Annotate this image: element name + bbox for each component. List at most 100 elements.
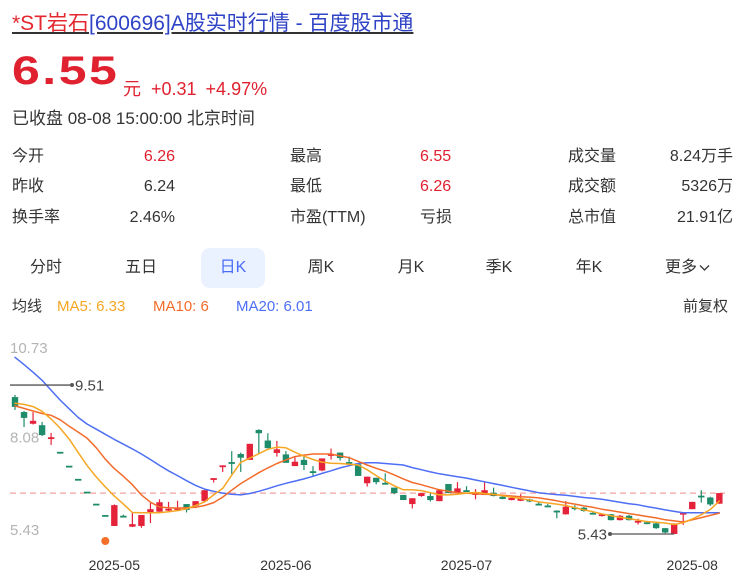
candle-body bbox=[707, 497, 714, 505]
stat-value-prev-close: 6.24 bbox=[143, 178, 175, 195]
tab-intraday[interactable]: 分时 bbox=[29, 259, 62, 276]
stock-name[interactable]: *ST岩石 bbox=[12, 12, 90, 35]
candle-body bbox=[318, 458, 326, 471]
ma20-line bbox=[14, 356, 721, 514]
x-axis-date-label: 2025-08 bbox=[667, 557, 719, 573]
candle bbox=[165, 501, 172, 512]
ma10-value: MA10: 6 bbox=[153, 298, 209, 315]
stat-value-market-cap: 21.91亿 bbox=[676, 209, 733, 226]
candle-body bbox=[102, 515, 109, 517]
candle-body bbox=[689, 501, 696, 510]
y-axis-label: 5.43 bbox=[10, 522, 39, 539]
adjust-mode-button[interactable]: 前复权 bbox=[683, 298, 729, 315]
stat-label-turnover-rate: 换手率 bbox=[12, 209, 61, 226]
candle-body bbox=[38, 425, 46, 436]
candle-body bbox=[84, 491, 91, 494]
candle-body bbox=[111, 505, 118, 526]
page-title-link[interactable]: *ST岩石[600696]A股实时行情 - 百度股市通 bbox=[12, 11, 413, 37]
candle bbox=[20, 410, 28, 428]
candle-body bbox=[454, 488, 461, 493]
candle bbox=[219, 465, 226, 472]
stat-label-amount: 成交额 bbox=[568, 178, 617, 195]
tab-quarterly-k[interactable]: 季K bbox=[485, 259, 513, 276]
candle-body bbox=[698, 495, 705, 498]
candle bbox=[291, 457, 299, 467]
page-title-rest[interactable]: [600696]A股实时行情 - 百度股市通 bbox=[89, 12, 414, 35]
candle-body bbox=[246, 443, 253, 460]
candle bbox=[391, 487, 398, 495]
candle-body bbox=[47, 437, 55, 440]
candle bbox=[129, 512, 136, 528]
min-price-marker-dot bbox=[608, 532, 612, 536]
candle-body bbox=[598, 514, 606, 517]
stat-label-volume: 成交量 bbox=[568, 148, 617, 165]
tab-more-label: 更多 bbox=[665, 259, 698, 276]
candle bbox=[409, 498, 416, 509]
stat-value-amount: 5326万 bbox=[681, 178, 733, 195]
candle-body bbox=[373, 477, 380, 483]
candle-body bbox=[680, 512, 687, 515]
candle-body bbox=[264, 440, 272, 449]
tab-five-day[interactable]: 五日 bbox=[124, 259, 157, 276]
candle-body bbox=[282, 454, 290, 463]
candle-body bbox=[652, 523, 660, 529]
candle bbox=[56, 451, 64, 454]
candle bbox=[120, 514, 127, 518]
tab-monthly-k[interactable]: 月K bbox=[397, 259, 425, 276]
candle-body bbox=[327, 454, 335, 456]
stat-value-open: 6.26 bbox=[143, 148, 175, 165]
candle-body bbox=[120, 515, 127, 518]
candle-body bbox=[219, 465, 226, 468]
candle bbox=[661, 528, 669, 534]
stat-label-high: 最高 bbox=[290, 148, 323, 165]
candle bbox=[562, 501, 570, 515]
price-unit: 元 bbox=[123, 79, 141, 99]
tab-yearly-k[interactable]: 年K bbox=[575, 259, 603, 276]
candle bbox=[47, 432, 55, 445]
candle-body bbox=[20, 412, 28, 418]
market-status: 已收盘 08-08 15:00:00 北京时间 bbox=[12, 109, 255, 128]
candle bbox=[138, 515, 145, 528]
candle bbox=[111, 504, 118, 526]
tab-more[interactable]: 更多 bbox=[665, 248, 710, 288]
candle-body bbox=[499, 496, 506, 499]
candle bbox=[535, 502, 542, 506]
stat-value-pe-ttm: 亏损 bbox=[420, 209, 453, 226]
y-axis-label: 8.08 bbox=[10, 429, 39, 446]
candle-body bbox=[400, 494, 407, 501]
candle bbox=[264, 433, 272, 449]
ma-legend-label: 均线 bbox=[12, 298, 43, 315]
candle-body bbox=[147, 509, 154, 513]
candle-body bbox=[562, 506, 570, 515]
candle bbox=[436, 490, 443, 502]
candle-body bbox=[463, 490, 470, 492]
event-marker-dot bbox=[101, 537, 110, 545]
candle-body bbox=[273, 449, 281, 453]
ma5-line bbox=[14, 402, 721, 526]
candle-body bbox=[391, 487, 398, 494]
tab-weekly-k[interactable]: 周K bbox=[307, 259, 335, 276]
candle-body bbox=[625, 515, 633, 521]
candle bbox=[84, 491, 91, 494]
candle-body bbox=[634, 520, 642, 523]
candle-body bbox=[129, 524, 136, 527]
candle bbox=[246, 443, 253, 460]
candle-body bbox=[75, 478, 82, 481]
candle bbox=[93, 503, 100, 506]
stat-value-turnover-rate: 2.46% bbox=[129, 209, 175, 226]
x-axis-date-label: 2025-06 bbox=[260, 557, 312, 573]
max-price-marker-dot bbox=[70, 383, 74, 388]
candle-body bbox=[445, 483, 452, 494]
candle bbox=[707, 496, 714, 506]
stat-value-high: 6.55 bbox=[420, 148, 452, 165]
candle bbox=[228, 451, 235, 475]
candle bbox=[373, 477, 380, 485]
candle bbox=[11, 394, 19, 410]
candle-body bbox=[237, 454, 244, 458]
candle bbox=[102, 515, 109, 517]
candle bbox=[652, 522, 660, 529]
stat-label-market-cap: 总市值 bbox=[568, 209, 617, 226]
candle-body bbox=[716, 493, 723, 504]
tab-daily-k[interactable]: 日K bbox=[201, 248, 265, 288]
kline-chart[interactable]: 10.73 8.08 5.43 9.51 5.43 2025-05 2025-06 2025-… bbox=[0, 335, 750, 579]
